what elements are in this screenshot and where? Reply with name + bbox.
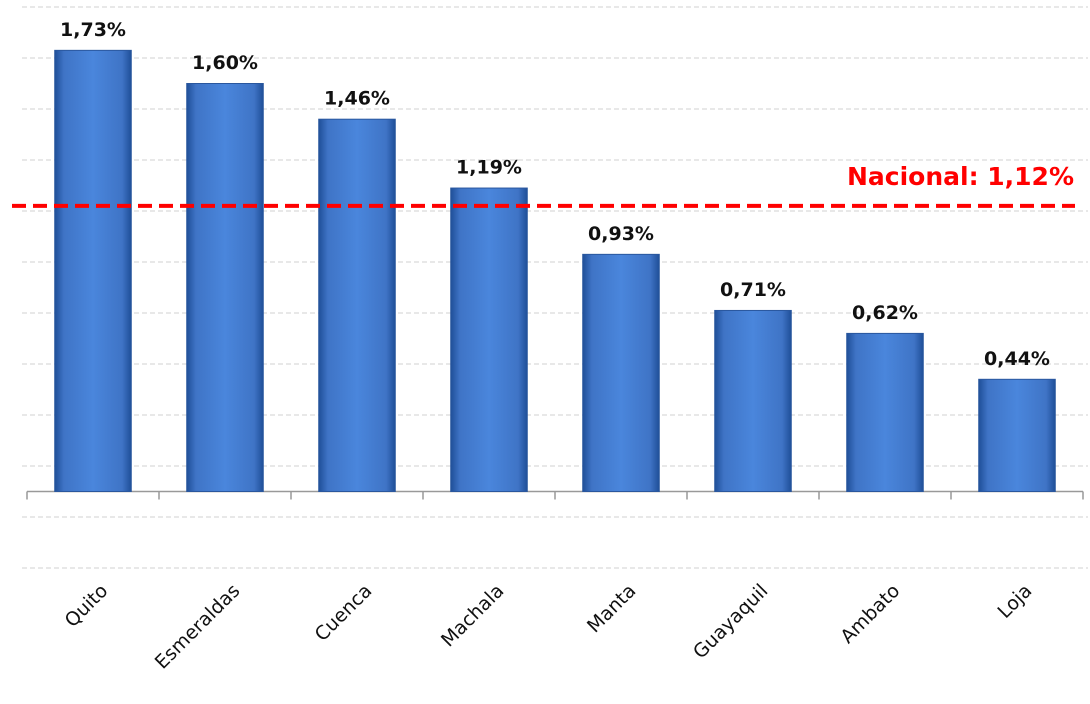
bar	[846, 332, 924, 492]
data-label: 0,93%	[588, 223, 654, 245]
data-label: 0,62%	[852, 302, 918, 324]
data-label: 0,71%	[720, 279, 786, 301]
x-tick-label: Ambato	[836, 580, 904, 648]
data-label: 1,60%	[192, 52, 258, 74]
x-tick-label: Quito	[61, 580, 113, 632]
x-tick-label: Machala	[437, 580, 508, 651]
x-tick-label: Esmeraldas	[151, 580, 245, 674]
data-label: 1,73%	[60, 19, 126, 41]
data-label: 1,46%	[324, 88, 390, 110]
bar	[186, 83, 264, 492]
x-tick-label: Guayaquil	[689, 580, 772, 663]
bar	[582, 253, 660, 492]
x-tick-label: Manta	[583, 580, 640, 637]
bar	[54, 49, 132, 492]
x-tick-label: Loja	[993, 580, 1036, 623]
bar	[318, 118, 396, 492]
reference-label: Nacional: 1,12%	[847, 162, 1074, 191]
data-label: 0,44%	[984, 348, 1050, 370]
bar	[714, 309, 792, 493]
x-tick-label: Cuenca	[311, 580, 377, 646]
bar	[450, 187, 528, 493]
bar	[978, 378, 1056, 492]
data-label: 1,19%	[456, 157, 522, 179]
